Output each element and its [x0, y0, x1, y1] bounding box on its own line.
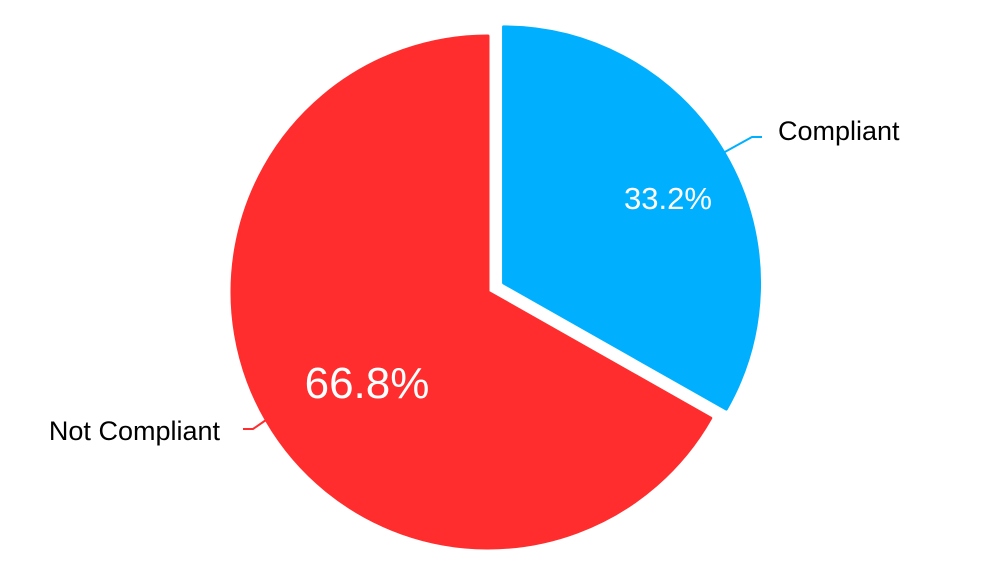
leader-line-compliant	[722, 136, 762, 154]
slice-label-compliant: Compliant	[778, 116, 900, 146]
pie-slice-not-compliant	[230, 34, 713, 550]
slice-value-label-not-compliant: 66.8%	[305, 359, 430, 408]
leader-line-not-compliant	[243, 419, 267, 430]
slice-label-not-compliant: Not Compliant	[49, 416, 221, 446]
pie-slice-compliant	[502, 25, 762, 411]
slice-value-label-compliant: 33.2%	[624, 181, 712, 216]
